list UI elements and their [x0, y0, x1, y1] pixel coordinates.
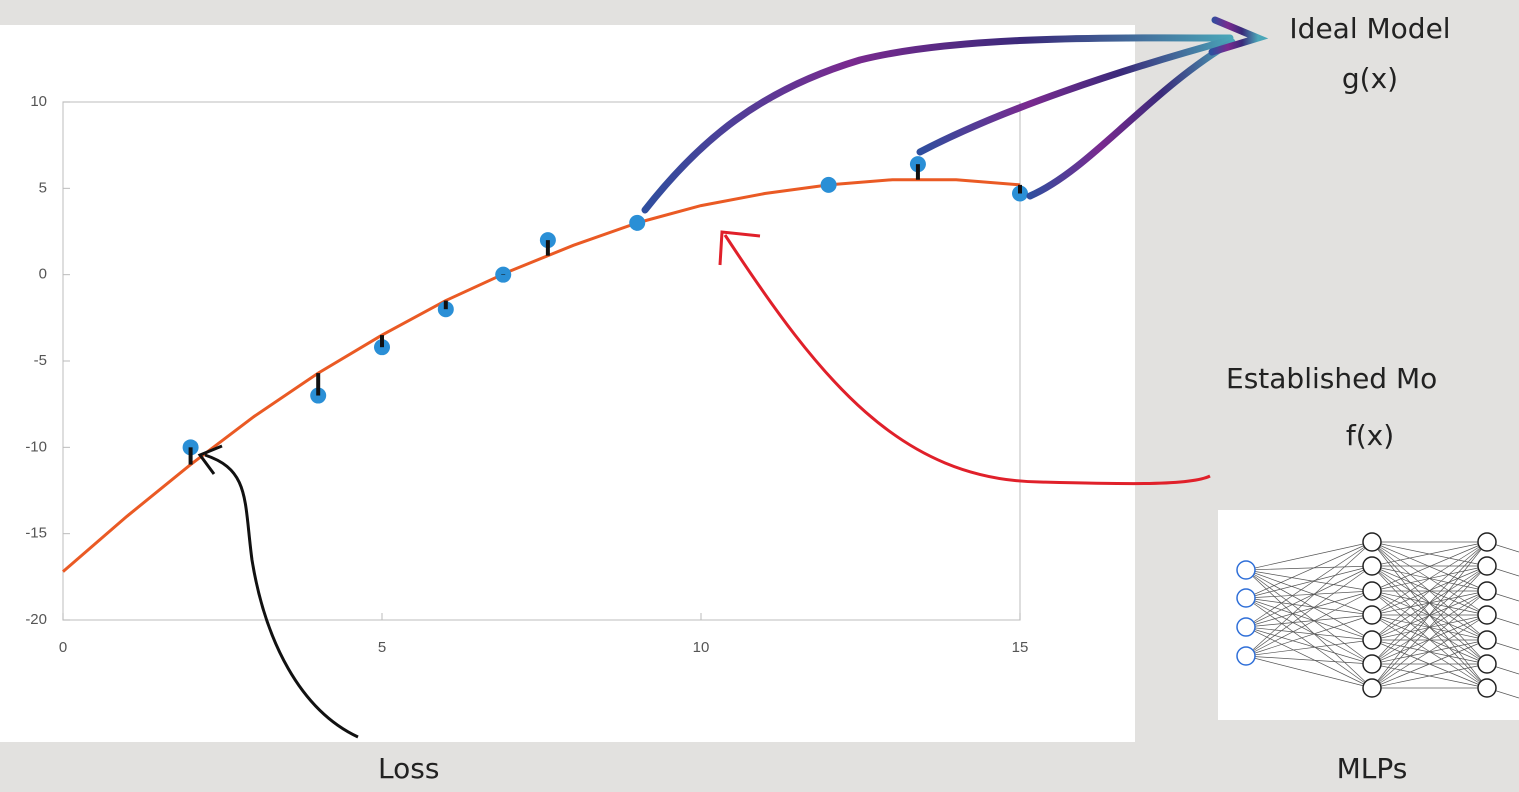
x-tick-label: 5 [378, 639, 386, 656]
slide: 0 5 10 15 10 5 0 -5 -10 -15 -20 Ideal Model g(x) E… [0, 0, 1519, 792]
mlp-node [1363, 606, 1381, 624]
mlp-node [1478, 679, 1496, 697]
mlp-node [1478, 606, 1496, 624]
mlps-label: MLPs [1337, 752, 1408, 785]
data-point [629, 215, 645, 231]
y-tick-label: -20 [25, 611, 47, 628]
y-tick-label: -5 [34, 352, 47, 369]
loss-label: Loss [378, 752, 439, 785]
page: {"chart_data": {"type": "scatter", "xlim… [0, 0, 1519, 792]
ideal-label: Ideal Model [1289, 12, 1450, 45]
x-tick-label: 15 [1012, 639, 1029, 656]
x-tick-label: 0 [59, 639, 67, 656]
mlp-node [1237, 589, 1255, 607]
established-label: Established Mo [1226, 362, 1437, 395]
ideal-fn: g(x) [1342, 62, 1398, 95]
y-tick-label: 10 [30, 93, 47, 110]
established-fn: f(x) [1346, 419, 1394, 452]
mlp-node [1478, 533, 1496, 551]
mlp-node [1363, 679, 1381, 697]
y-tick-label: -15 [25, 525, 47, 542]
mlp-node [1478, 582, 1496, 600]
mlp-node [1237, 647, 1255, 665]
mlp-node [1363, 533, 1381, 551]
mlp-node [1363, 582, 1381, 600]
mlp-node [1363, 631, 1381, 649]
mlp-node [1478, 631, 1496, 649]
mlp-node [1237, 618, 1255, 636]
data-point [821, 177, 837, 193]
y-tick-label: 5 [39, 179, 47, 196]
mlp-node [1478, 557, 1496, 575]
mlp-node [1237, 561, 1255, 579]
mlp-node [1363, 655, 1381, 673]
mlp-node [1363, 557, 1381, 575]
y-tick-label: 0 [39, 266, 47, 283]
x-tick-label: 10 [693, 639, 710, 656]
mlp-node [1478, 655, 1496, 673]
y-tick-label: -10 [25, 438, 47, 455]
